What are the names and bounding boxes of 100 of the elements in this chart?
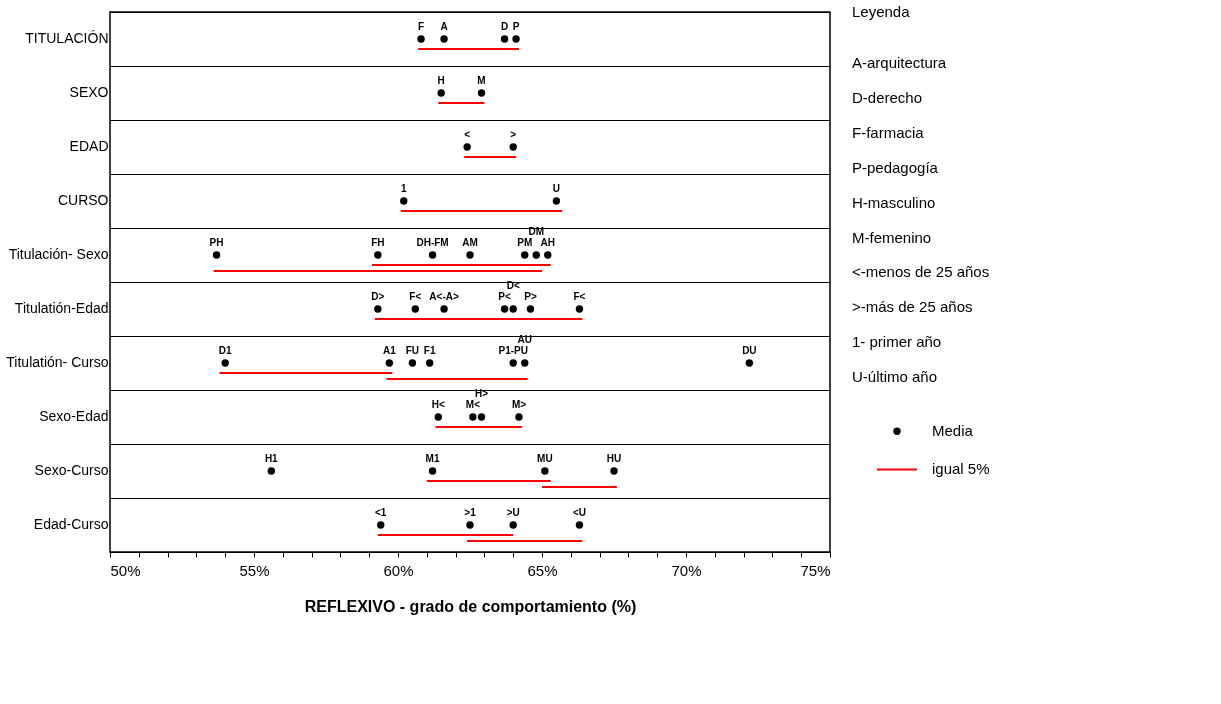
y-tick-label: Titulación- Sexo — [8, 246, 109, 262]
annotation: <U — [572, 507, 586, 518]
point — [512, 35, 520, 43]
point — [544, 251, 552, 259]
point — [477, 89, 486, 97]
point — [463, 143, 471, 151]
point — [408, 359, 417, 367]
legend-label: igual 5% — [932, 460, 990, 478]
annotation: H1 — [264, 453, 279, 464]
y-tick-label: TITULACIÓN — [25, 30, 109, 46]
point — [521, 251, 529, 259]
text: M-femenino — [852, 228, 932, 246]
annotation: FU — [405, 345, 420, 356]
annotation: M1 — [425, 453, 440, 464]
y-tick-label: EDAD — [69, 138, 109, 154]
point — [374, 305, 382, 313]
point — [434, 413, 443, 421]
x-tick-label: 75% — [800, 561, 831, 579]
annotation: A1 — [382, 345, 397, 356]
point — [466, 251, 474, 259]
annotation: P1-PU — [498, 345, 528, 356]
annotation: H< — [431, 399, 446, 410]
point — [437, 89, 445, 97]
annotation: D — [500, 21, 509, 32]
point — [440, 35, 448, 43]
point — [515, 413, 523, 421]
annotation: AM — [462, 237, 478, 248]
text: H-masculino — [852, 193, 936, 211]
legend-title: Leyenda — [852, 3, 911, 20]
annotation: >1 — [464, 507, 477, 518]
point — [509, 359, 517, 367]
annotation: DH-FM — [416, 237, 449, 248]
annotation: DU — [742, 345, 757, 356]
point — [610, 467, 618, 475]
annotation: >U — [506, 507, 520, 518]
text: 1- primer año — [852, 333, 942, 351]
y-tick-label: Sexo-Curso — [34, 462, 109, 478]
y-tick-label: CURSO — [57, 192, 109, 208]
annotation: PH — [209, 237, 224, 248]
text: D-derecho — [852, 88, 923, 106]
point — [428, 251, 437, 259]
annotation: D> — [371, 291, 385, 302]
text: >-más de 25 años — [852, 298, 973, 316]
annotation: 1 — [400, 183, 407, 194]
annotation: P< — [498, 291, 511, 302]
point — [385, 359, 394, 367]
point — [509, 143, 517, 151]
point — [417, 35, 425, 43]
point — [428, 467, 437, 475]
point — [500, 305, 509, 313]
annotation: M> — [511, 399, 527, 410]
point — [212, 251, 221, 259]
point — [440, 305, 448, 313]
point — [509, 521, 517, 529]
point — [400, 197, 408, 205]
annotation: PM — [517, 237, 533, 248]
annotation: M< — [465, 399, 481, 410]
y-tick-label: SEXO — [69, 84, 109, 100]
annotation: P> — [524, 291, 537, 302]
point — [466, 521, 474, 529]
point — [526, 305, 535, 313]
annotation: D1 — [218, 345, 233, 356]
annotation: M — [477, 75, 486, 86]
annotation: F1 — [423, 345, 436, 356]
annotation: FH — [371, 237, 385, 248]
point — [541, 467, 549, 475]
x-tick-label: 60% — [383, 561, 414, 579]
legend-label: Media — [932, 422, 974, 440]
point — [575, 305, 584, 313]
annotation: U — [552, 183, 561, 194]
y-tick-label: Titulatión-Edad — [14, 300, 109, 316]
annotation: F< — [409, 291, 422, 302]
point — [411, 305, 419, 313]
annotation: H — [437, 75, 445, 86]
point — [267, 467, 275, 475]
x-axis-title: REFLEXIVO - grado de comportamiento (%) — [304, 597, 637, 615]
point — [374, 251, 382, 259]
annotation: AH — [540, 237, 555, 248]
annotation: F — [417, 21, 425, 32]
point — [575, 521, 584, 529]
point — [532, 251, 540, 259]
point — [509, 305, 517, 313]
x-tick-label: 50% — [110, 561, 141, 579]
annotation: > — [510, 129, 517, 140]
annotation: A — [440, 21, 448, 32]
point — [477, 413, 486, 421]
point — [500, 35, 509, 43]
x-tick-label: 70% — [671, 561, 702, 579]
text: <-menos de 25 años — [852, 263, 990, 281]
point — [521, 359, 529, 367]
text: F-farmacia — [852, 123, 925, 141]
x-tick-label: 65% — [527, 561, 558, 579]
point — [425, 359, 434, 367]
point — [552, 197, 561, 205]
point — [469, 413, 477, 421]
point — [745, 359, 754, 367]
annotation: < — [464, 129, 471, 140]
annotation: HU — [606, 453, 622, 464]
point — [221, 359, 229, 367]
annotation: A<-A> — [429, 291, 459, 302]
